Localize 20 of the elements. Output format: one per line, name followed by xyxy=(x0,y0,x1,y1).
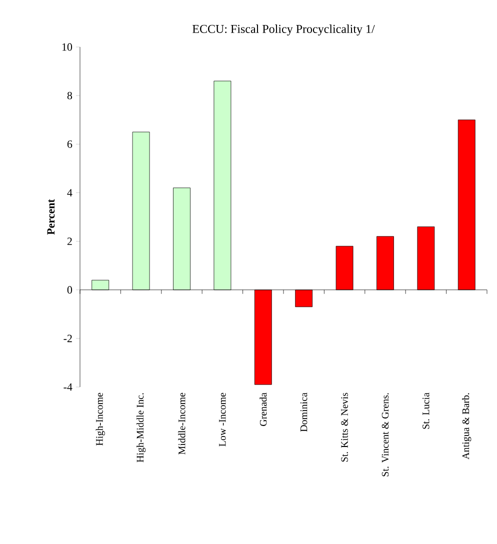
y-axis-title: Percent xyxy=(47,199,55,235)
x-tick-label: High-Middle Inc. xyxy=(136,393,146,462)
y-tick-label: -2 xyxy=(64,334,72,342)
y-tick-label: 10 xyxy=(62,43,72,51)
y-tick-label: 0 xyxy=(67,286,72,294)
x-tick-label: Grenada xyxy=(260,392,267,426)
x-tick-label: Middle-Income xyxy=(178,392,186,454)
x-tick-label: St. Vincent & Grens. xyxy=(382,393,389,476)
chart-title: ECCU: Fiscal Policy Procyclicality 1/ xyxy=(192,24,375,36)
y-tick-label: 6 xyxy=(67,140,72,148)
y-tick-label: 2 xyxy=(67,238,72,245)
y-tick-label: 4 xyxy=(67,189,72,196)
x-tick-label: High-Income xyxy=(96,392,105,446)
y-tick-label: -4 xyxy=(64,383,72,391)
x-tick-label: St. Kitts & Nevis xyxy=(341,392,348,462)
x-tick-label: St. Lucia xyxy=(422,392,430,429)
x-tick-label: Low -Income xyxy=(219,392,226,446)
x-tick-label: Antigua & Barb. xyxy=(462,393,472,460)
x-tick-label: Dominica xyxy=(300,392,308,432)
y-tick-label: 8 xyxy=(67,92,72,100)
